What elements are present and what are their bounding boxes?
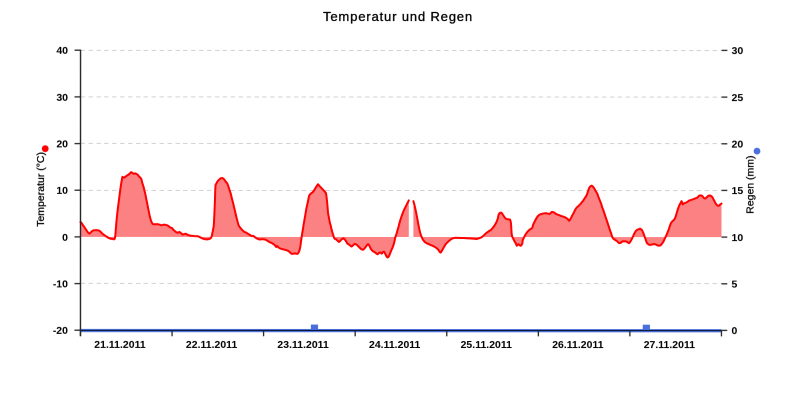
svg-text:21.11.2011: 21.11.2011: [94, 339, 146, 351]
svg-text:10: 10: [56, 185, 68, 197]
svg-text:Temperatur (°C): Temperatur (°C): [35, 152, 47, 227]
svg-text:5: 5: [731, 279, 737, 291]
svg-text:0: 0: [62, 232, 68, 244]
svg-text:-20: -20: [53, 325, 68, 337]
svg-text:24.11.2011: 24.11.2011: [369, 339, 421, 351]
svg-text:0: 0: [731, 325, 737, 337]
svg-text:23.11.2011: 23.11.2011: [277, 339, 329, 351]
svg-text:20: 20: [56, 138, 68, 150]
svg-text:Temperatur und Regen: Temperatur und Regen: [323, 9, 473, 24]
svg-text:27.11.2011: 27.11.2011: [644, 339, 696, 351]
svg-text:10: 10: [731, 232, 743, 244]
svg-text:20: 20: [732, 139, 744, 151]
svg-text:25.11.2011: 25.11.2011: [461, 339, 513, 351]
svg-text:30: 30: [732, 45, 744, 57]
svg-text:15: 15: [732, 185, 744, 197]
svg-text:-10: -10: [53, 278, 68, 290]
svg-text:Regen (mm): Regen (mm): [744, 155, 756, 213]
svg-text:30: 30: [56, 92, 68, 104]
svg-text:26.11.2011: 26.11.2011: [552, 339, 604, 351]
svg-text:22.11.2011: 22.11.2011: [186, 339, 238, 351]
svg-text:40: 40: [56, 45, 68, 57]
svg-text:25: 25: [732, 92, 744, 104]
